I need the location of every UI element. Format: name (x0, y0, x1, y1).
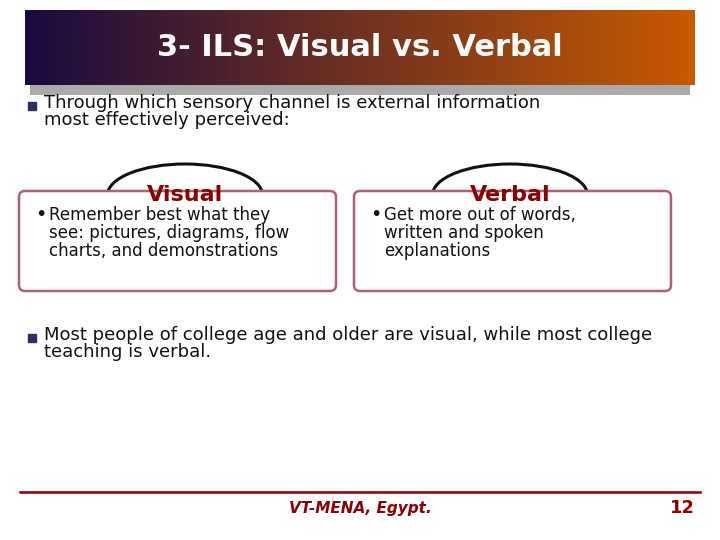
FancyBboxPatch shape (30, 83, 690, 95)
FancyBboxPatch shape (28, 102, 36, 110)
Text: most effectively perceived:: most effectively perceived: (44, 111, 289, 129)
Text: Through which sensory channel is external information: Through which sensory channel is externa… (44, 94, 540, 112)
FancyBboxPatch shape (354, 191, 671, 291)
FancyBboxPatch shape (28, 334, 36, 342)
Text: •: • (370, 206, 382, 225)
Text: 12: 12 (670, 499, 695, 517)
Text: Remember best what they: Remember best what they (49, 206, 270, 224)
Text: charts, and demonstrations: charts, and demonstrations (49, 242, 278, 260)
Text: explanations: explanations (384, 242, 490, 260)
Text: 3- ILS: Visual vs. Verbal: 3- ILS: Visual vs. Verbal (157, 33, 563, 62)
FancyBboxPatch shape (19, 191, 336, 291)
Text: Most people of college age and older are visual, while most college: Most people of college age and older are… (44, 326, 652, 344)
Text: •: • (35, 206, 46, 225)
Text: teaching is verbal.: teaching is verbal. (44, 343, 211, 361)
Text: Verbal: Verbal (469, 185, 550, 205)
Text: written and spoken: written and spoken (384, 224, 544, 242)
Text: Get more out of words,: Get more out of words, (384, 206, 576, 224)
Text: Visual: Visual (147, 185, 223, 205)
Text: VT-MENA, Egypt.: VT-MENA, Egypt. (289, 501, 431, 516)
Text: see: pictures, diagrams, flow: see: pictures, diagrams, flow (49, 224, 289, 242)
